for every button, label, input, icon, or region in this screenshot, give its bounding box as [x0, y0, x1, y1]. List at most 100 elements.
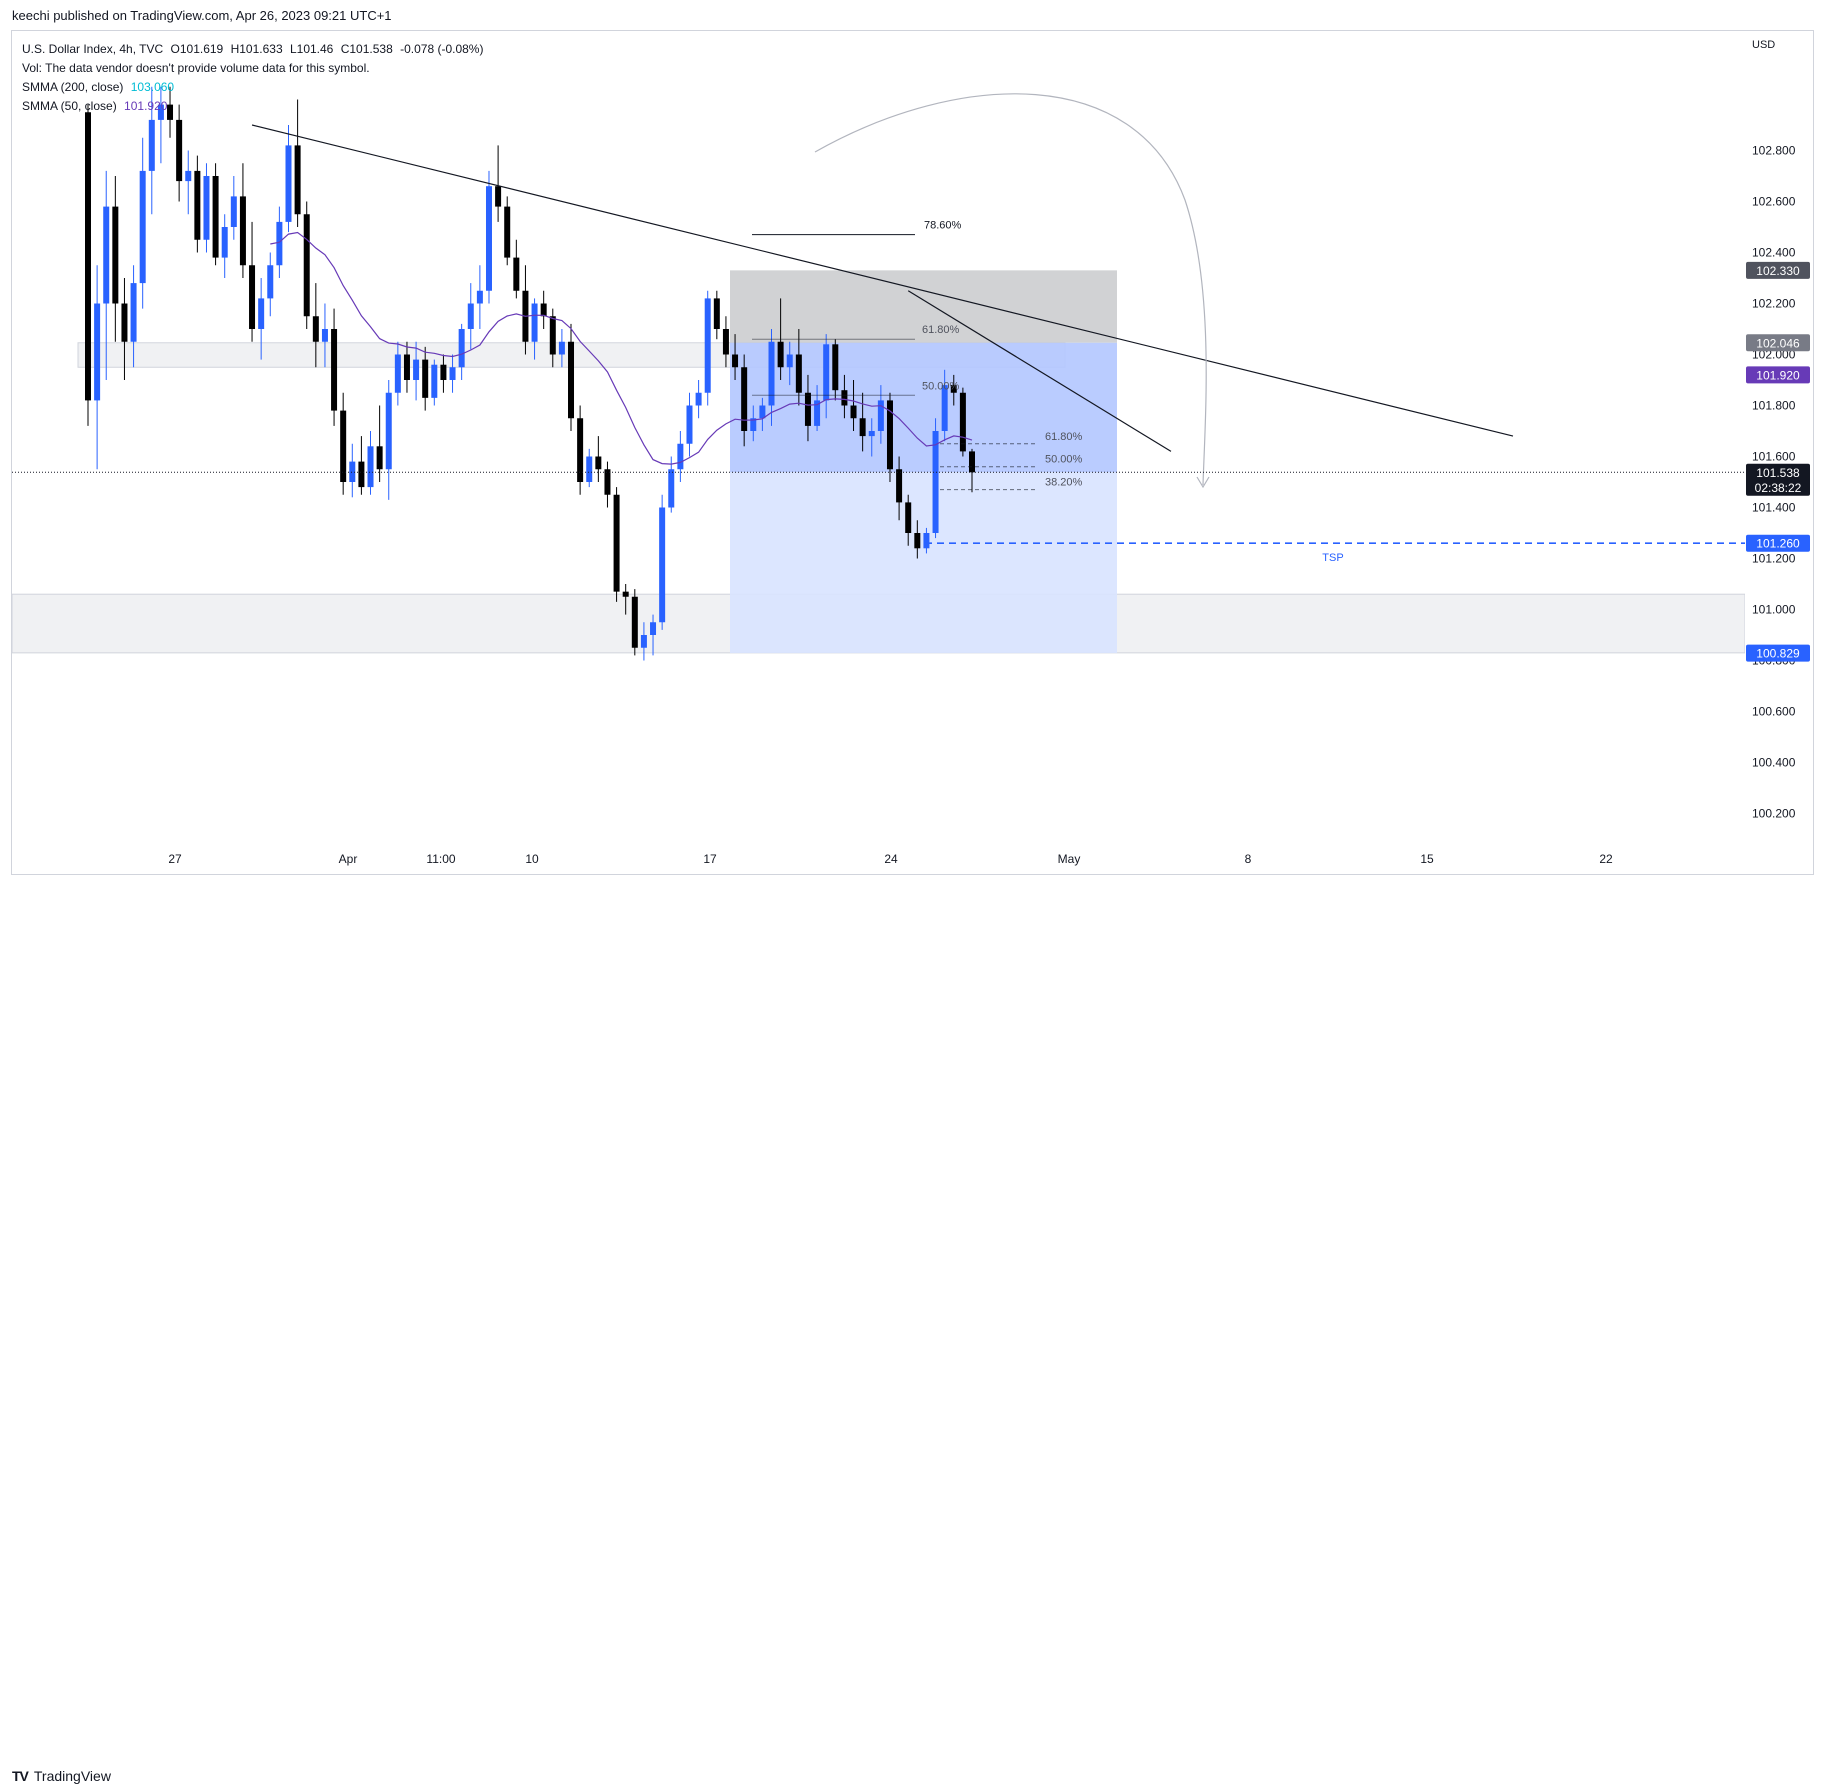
- candle: [759, 397, 766, 431]
- brand-name: TradingView: [33, 1768, 111, 1784]
- indicator-label: SMMA (50, close): [22, 99, 117, 113]
- publisher-line: keechi published on TradingView.com, Apr…: [12, 8, 392, 23]
- candle-body: [267, 265, 274, 299]
- price-label-text: 102.330: [1756, 264, 1800, 278]
- candle-body: [321, 329, 328, 342]
- candle: [85, 104, 91, 426]
- tradingview-brand[interactable]: TV TradingView: [12, 1768, 111, 1784]
- x-tick-label: 8: [1245, 852, 1252, 866]
- candle: [303, 201, 310, 329]
- candle-body: [103, 206, 110, 304]
- candle-body: [586, 456, 593, 482]
- candle: [258, 278, 265, 360]
- plot-area: 78.60% 61.80% 50.00% 61.80% 50.00% 38.20% TSP: [12, 86, 1745, 661]
- indicator-smma200[interactable]: SMMA (200, close) 103.060: [22, 78, 483, 97]
- price-axis-unit: USD: [1752, 39, 1775, 51]
- candle-body: [340, 410, 347, 482]
- candle: [750, 405, 757, 442]
- candle: [941, 369, 948, 442]
- candle-body: [221, 227, 228, 258]
- candle: [413, 341, 420, 401]
- candle: [203, 163, 210, 253]
- x-tick-label: 24: [884, 852, 898, 866]
- candle-body: [568, 341, 575, 419]
- candle-body: [896, 469, 903, 503]
- candle-body: [604, 469, 611, 495]
- candle: [495, 145, 502, 222]
- candle-body: [403, 354, 410, 380]
- ohlc-low: L101.46: [289, 42, 334, 56]
- price-chart[interactable]: 78.60% 61.80% 50.00% 61.80% 50.00% 38.20% TSP 2…: [0, 0, 1825, 912]
- candle: [221, 214, 228, 278]
- projection-arrowhead: [1196, 476, 1210, 489]
- price-tick-label: 101.800: [1752, 399, 1796, 413]
- indicator-smma50[interactable]: SMMA (50, close) 101.920: [22, 97, 483, 116]
- candle-body: [659, 507, 666, 623]
- chart-frame[interactable]: [11, 30, 1814, 875]
- fib-zone-lower: [730, 472, 1117, 654]
- indicator-value: 103.060: [130, 80, 175, 94]
- candle: [631, 589, 638, 656]
- symbol-info[interactable]: U.S. Dollar Index, 4h, TVC: [22, 42, 164, 56]
- price-tick-label: 101.000: [1752, 603, 1796, 617]
- candle-body: [650, 622, 657, 635]
- candle: [522, 265, 529, 355]
- candle-body: [622, 591, 629, 597]
- candle-body: [631, 596, 638, 648]
- candle-body: [331, 329, 338, 411]
- candle: [385, 380, 392, 500]
- candle-body: [640, 635, 647, 648]
- candle: [139, 137, 146, 309]
- candle: [185, 150, 192, 215]
- candle-body: [148, 119, 155, 171]
- candle-body: [385, 392, 392, 470]
- candle: [349, 443, 356, 498]
- candle-body: [513, 257, 520, 291]
- candle: [367, 431, 374, 495]
- candle: [568, 323, 575, 431]
- candle: [841, 374, 848, 419]
- candle: [695, 380, 702, 419]
- trendline-long: [251, 124, 1514, 437]
- candle-body: [176, 119, 183, 182]
- candle: [804, 374, 811, 442]
- candle: [932, 418, 939, 539]
- candle-body: [476, 290, 483, 304]
- smma50-line: [270, 231, 973, 465]
- price-tick-label: 102.200: [1752, 297, 1796, 311]
- candle: [531, 298, 538, 360]
- candle: [267, 252, 274, 317]
- candle: [732, 334, 739, 380]
- price-label: 100.829: [1746, 644, 1810, 662]
- tsp-label: TSP: [1322, 552, 1343, 564]
- candle: [157, 86, 164, 164]
- volume-note: Vol: The data vendor doesn't provide vol…: [22, 61, 370, 75]
- candle-body: [969, 451, 975, 473]
- candle-body: [732, 354, 739, 368]
- candle: [467, 283, 474, 350]
- price-tick-label: 101.600: [1752, 450, 1796, 464]
- price-label-box: [1746, 644, 1810, 662]
- candle: [94, 265, 101, 470]
- candle-body: [823, 344, 830, 401]
- bottom-bar: TV TradingView: [0, 880, 1825, 1784]
- candle: [121, 278, 128, 380]
- price-tick-label: 101.200: [1752, 552, 1796, 566]
- candle-body: [85, 112, 91, 401]
- x-tick-label: 27: [168, 852, 182, 866]
- price-label-box: [1746, 534, 1810, 552]
- candle: [969, 448, 975, 493]
- candle-body: [239, 196, 246, 266]
- candle-body: [94, 303, 101, 401]
- top-bar: keechi published on TradingView.com, Apr…: [0, 0, 1825, 30]
- candle-body: [786, 354, 793, 368]
- candle: [595, 436, 602, 482]
- projection-arrow: [814, 93, 1207, 486]
- candle-body: [194, 170, 201, 240]
- price-label-box: [1746, 261, 1810, 279]
- candle-body: [212, 176, 219, 258]
- candle-body: [203, 176, 210, 240]
- candle: [485, 170, 492, 304]
- candle-body: [877, 400, 884, 431]
